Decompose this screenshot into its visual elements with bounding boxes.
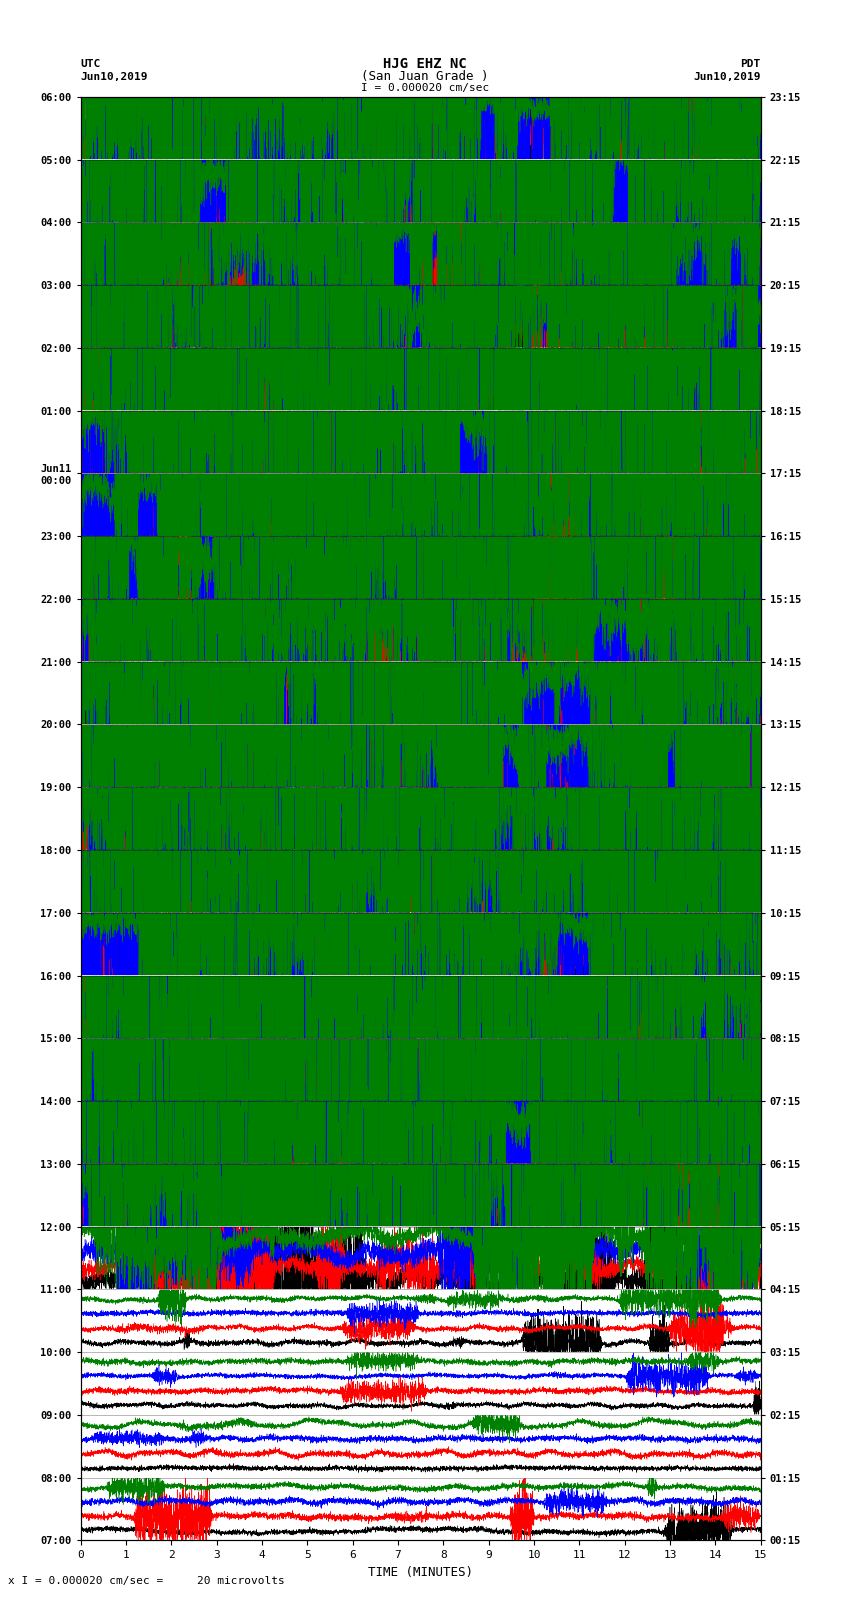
Text: x I = 0.000020 cm/sec =     20 microvolts: x I = 0.000020 cm/sec = 20 microvolts [8, 1576, 286, 1586]
Text: (San Juan Grade ): (San Juan Grade ) [361, 69, 489, 84]
Text: Jun10,2019: Jun10,2019 [81, 71, 148, 82]
Text: HJG EHZ NC: HJG EHZ NC [383, 56, 467, 71]
X-axis label: TIME (MINUTES): TIME (MINUTES) [368, 1566, 473, 1579]
Text: UTC: UTC [81, 58, 101, 69]
Text: PDT: PDT [740, 58, 761, 69]
Text: Jun10,2019: Jun10,2019 [694, 71, 761, 82]
Text: I = 0.000020 cm/sec: I = 0.000020 cm/sec [361, 82, 489, 94]
